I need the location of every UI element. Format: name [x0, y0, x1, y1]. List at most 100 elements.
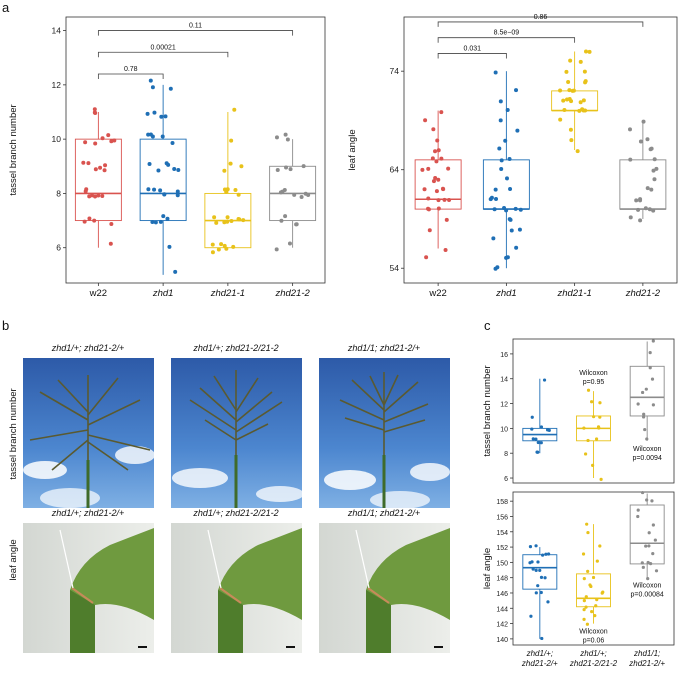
data-point: [594, 604, 598, 608]
data-point: [499, 158, 504, 163]
data-point: [176, 168, 181, 173]
data-point: [517, 227, 522, 232]
data-point: [436, 177, 441, 182]
data-point: [439, 110, 444, 115]
data-point: [495, 265, 500, 270]
category-label: zhd21-2: [625, 288, 661, 299]
data-point: [647, 531, 651, 535]
data-point: [578, 59, 583, 64]
data-point: [641, 390, 645, 395]
data-point: [106, 133, 111, 138]
y-tick-label: 152: [496, 545, 508, 552]
data-point: [491, 236, 496, 241]
data-point: [100, 193, 105, 198]
data-point: [172, 166, 177, 171]
data-point: [645, 186, 650, 191]
data-point: [564, 69, 569, 74]
data-point: [528, 545, 533, 549]
data-point: [435, 138, 440, 143]
data-point: [591, 463, 595, 467]
data-point: [153, 220, 158, 225]
comparison-bracket: [437, 53, 507, 59]
data-point: [162, 192, 167, 197]
data-point: [108, 241, 113, 246]
data-point: [87, 194, 92, 199]
data-point: [109, 139, 114, 144]
y-tick-label: 158: [496, 499, 508, 506]
data-point: [636, 402, 640, 406]
box: [551, 90, 599, 112]
y-tick-label: 6: [504, 476, 508, 483]
data-point: [539, 575, 544, 580]
data-point: [168, 86, 173, 91]
row-label-leaf-angle: leaf angle: [8, 539, 19, 580]
data-point: [241, 218, 246, 223]
data-point: [232, 107, 237, 112]
data-point: [636, 508, 640, 512]
data-point: [514, 88, 519, 93]
data-point: [150, 220, 155, 225]
data-point: [236, 192, 241, 197]
data-point: [530, 427, 534, 431]
wilcoxon-annotation: p=0.06: [583, 638, 605, 645]
data-point: [498, 118, 503, 123]
data-point: [545, 428, 550, 432]
category-label: zhd1/+;: [579, 649, 606, 658]
y-tick-label: 8: [504, 451, 508, 458]
data-point: [645, 498, 649, 502]
data-point: [648, 350, 652, 355]
wilcoxon-annotation: Wilcoxon: [633, 583, 662, 590]
y-tick-label: 156: [496, 514, 508, 521]
data-point: [167, 244, 172, 249]
y-tick-label: 8: [56, 188, 61, 198]
data-point: [150, 85, 155, 90]
data-point: [531, 567, 535, 571]
data-point: [530, 415, 534, 419]
data-point: [433, 175, 438, 180]
data-point: [420, 167, 425, 172]
y-tick-label: 74: [390, 66, 400, 76]
data-point: [514, 245, 519, 250]
data-point: [436, 148, 441, 153]
data-point: [597, 426, 601, 430]
data-point: [561, 98, 566, 103]
data-point: [641, 415, 646, 419]
data-point: [301, 164, 306, 169]
data-point: [436, 206, 441, 211]
data-point: [165, 216, 170, 221]
data-point: [628, 157, 633, 162]
data-point: [102, 168, 107, 173]
p-value-label: 0.00021: [150, 44, 175, 51]
data-point: [546, 552, 551, 556]
data-point: [283, 132, 288, 137]
data-point: [513, 206, 518, 211]
data-point: [212, 215, 217, 220]
data-point: [163, 114, 168, 119]
data-point: [214, 220, 219, 225]
y-tick-label: 6: [56, 243, 61, 253]
data-point: [161, 214, 166, 219]
row-label-tassel: tassel branch number: [8, 388, 19, 479]
data-point: [581, 552, 586, 556]
data-point: [536, 584, 540, 588]
data-point: [578, 100, 583, 105]
category-label: zhd1: [152, 288, 174, 299]
data-point: [87, 216, 92, 221]
data-point: [645, 137, 650, 142]
data-point: [568, 58, 573, 63]
data-point: [294, 222, 299, 227]
category-label: zhd21-2: [274, 288, 310, 299]
data-point: [636, 207, 641, 212]
leaf-photo-2: [171, 523, 302, 653]
comparison-bracket: [437, 37, 576, 43]
data-point: [493, 187, 498, 192]
data-point: [159, 114, 164, 119]
photo-title-top-1: zhd1/+; zhd21-2/+: [51, 343, 125, 353]
data-point: [598, 415, 602, 419]
data-point: [443, 248, 448, 253]
wilcoxon-annotation: p=0.95: [583, 379, 605, 386]
data-point: [641, 565, 645, 569]
category-label: zhd1/+;: [526, 649, 553, 658]
data-point: [581, 108, 586, 113]
